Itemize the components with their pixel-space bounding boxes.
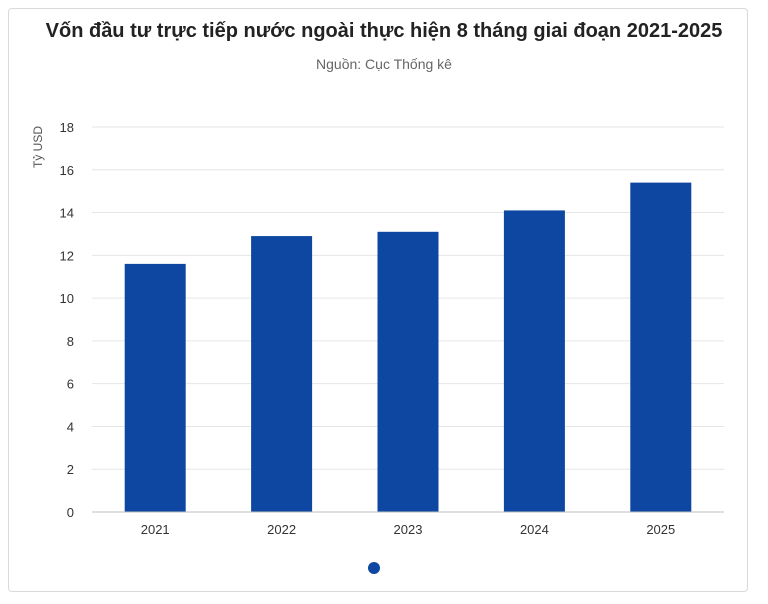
x-tick-label: 2024 xyxy=(520,522,549,537)
x-tick-label: 2022 xyxy=(267,522,296,537)
bar-2022[interactable] xyxy=(251,236,313,513)
x-tick-label: 2025 xyxy=(646,522,675,537)
bar-2025[interactable] xyxy=(630,182,692,512)
y-tick-label: 18 xyxy=(60,120,74,135)
y-tick-label: 0 xyxy=(67,505,74,520)
y-axis-label: Tỷ USD xyxy=(31,126,45,168)
bar-2021[interactable] xyxy=(124,263,186,512)
y-tick-label: 16 xyxy=(60,163,74,178)
pagination-dot-icon[interactable] xyxy=(368,562,380,574)
y-axis-ticks: 0 2 4 6 8 10 12 14 16 18 xyxy=(60,120,74,520)
bar-2023[interactable] xyxy=(377,231,439,513)
y-tick-label: 10 xyxy=(60,291,74,306)
y-tick-label: 12 xyxy=(60,248,74,263)
x-tick-label: 2023 xyxy=(394,522,423,537)
bars xyxy=(124,182,692,513)
y-tick-label: 4 xyxy=(67,419,74,434)
chart-title: Vốn đầu tư trực tiếp nước ngoài thực hiệ… xyxy=(45,20,723,42)
y-tick-label: 6 xyxy=(67,377,74,392)
y-tick-label: 8 xyxy=(67,334,74,349)
x-axis-ticks: 2021 2022 2023 2024 2025 xyxy=(141,522,676,537)
y-tick-label: 14 xyxy=(60,206,74,221)
y-tick-label: 2 xyxy=(67,462,74,477)
x-tick-label: 2021 xyxy=(141,522,170,537)
chart-subtitle: Nguồn: Cục Thống kê xyxy=(316,56,452,72)
bar-2024[interactable] xyxy=(503,210,565,512)
